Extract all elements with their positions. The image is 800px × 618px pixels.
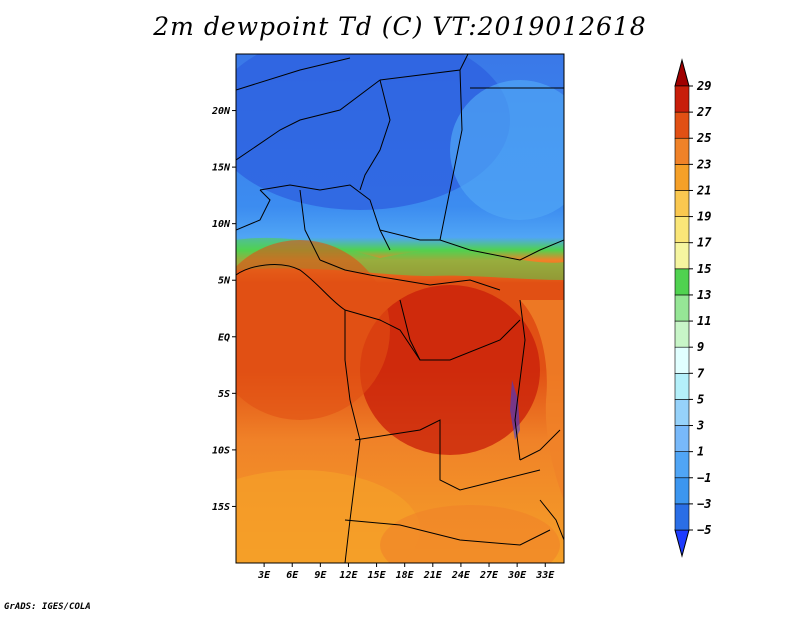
colorbar-label: −3 xyxy=(697,497,711,511)
lat-label: 5S xyxy=(218,389,230,400)
colorbar-swatch xyxy=(674,425,690,452)
lat-label: 10S xyxy=(212,445,230,456)
colorbar-swatch xyxy=(674,216,690,244)
colorbar-swatch xyxy=(674,111,690,139)
colorbar-label: 7 xyxy=(697,366,705,380)
colorbar-label: 21 xyxy=(696,183,711,197)
colorbar-label: 25 xyxy=(696,131,711,145)
lat-label: 10N xyxy=(212,219,231,230)
lon-label: 9E xyxy=(314,570,327,581)
longitude-axis: 3E 6E 9E 12E 15E 18E 21E 24E 27E 30E 33E xyxy=(257,563,555,581)
lon-label: 18E xyxy=(396,570,415,581)
colorbar-label: 17 xyxy=(697,236,712,250)
colorbar-swatch xyxy=(674,346,690,374)
colorbar-swatch xyxy=(674,372,690,400)
country-borders xyxy=(236,54,564,563)
colorbar-swatch xyxy=(674,190,690,217)
lat-label: EQ xyxy=(218,332,230,343)
colorbar-label: 27 xyxy=(696,105,712,119)
plot-title: 2m dewpoint Td (C) VT:2019012618 xyxy=(153,12,647,41)
colorbar-swatch xyxy=(674,268,690,296)
latitude-axis: 20N 15N 10N 5N EQ 5S 10S 15S xyxy=(211,106,236,513)
map-field xyxy=(236,54,564,563)
colorbar-swatch xyxy=(674,503,690,531)
colorbar-label: 23 xyxy=(696,157,711,171)
colorbar-swatch xyxy=(674,242,690,270)
colorbar-label: 15 xyxy=(697,262,711,276)
lon-label: 3E xyxy=(257,570,271,581)
lon-label: 6E xyxy=(286,570,299,581)
colorbar-swatch xyxy=(674,85,690,113)
lat-label: 15N xyxy=(212,163,231,174)
colorbar-swatch xyxy=(674,320,690,348)
colorbar: 29 27 25 23 21 19 17 15 13 11 9 7 5 3 1 −1 −3 −5 xyxy=(674,58,712,558)
lon-label: 24E xyxy=(451,570,471,581)
colorbar-label: 3 xyxy=(696,419,704,433)
lon-label: 27E xyxy=(479,570,499,581)
lon-label: 21E xyxy=(423,570,443,581)
map-frame xyxy=(235,53,565,564)
colorbar-label: 5 xyxy=(697,392,704,406)
colorbar-swatch xyxy=(674,137,690,165)
colorbar-label: −1 xyxy=(697,471,711,485)
colorbar-swatch xyxy=(674,294,690,322)
lat-label: 15S xyxy=(212,502,230,513)
lon-label: 15E xyxy=(368,570,387,581)
colorbar-min-arrow xyxy=(674,529,690,558)
colorbar-label: 1 xyxy=(697,445,704,459)
colorbar-swatch xyxy=(674,399,690,426)
colorbar-max-arrow xyxy=(674,58,690,87)
lat-label: 5N xyxy=(218,276,231,287)
colorbar-swatch xyxy=(674,451,690,479)
lon-label: 33E xyxy=(535,570,555,581)
grads-credit: GrADS: IGES/COLA xyxy=(4,602,91,612)
lon-label: 30E xyxy=(507,570,527,581)
colorbar-label: 19 xyxy=(697,210,711,224)
colorbar-label: −5 xyxy=(697,523,711,537)
colorbar-swatch xyxy=(674,164,690,191)
colorbar-label: 29 xyxy=(696,79,711,93)
colorbar-swatch xyxy=(674,477,690,505)
colorbar-label: 13 xyxy=(697,288,711,302)
lon-label: 12E xyxy=(339,570,358,581)
colorbar-label: 9 xyxy=(697,340,704,354)
colorbar-label: 11 xyxy=(697,314,711,328)
lat-label: 20N xyxy=(211,106,231,117)
